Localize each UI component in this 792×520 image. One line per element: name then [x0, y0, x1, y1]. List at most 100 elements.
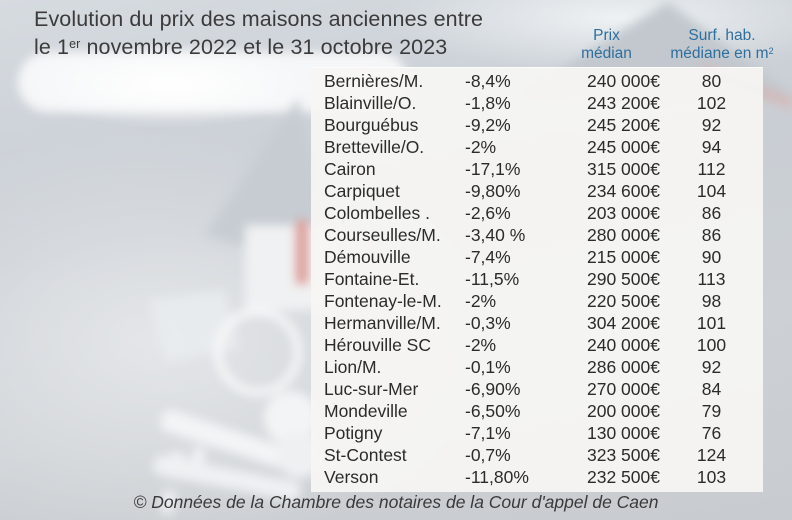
- town-cell: Bourguébus: [324, 114, 419, 135]
- town-cell: Courseulles/M.: [324, 224, 441, 245]
- price-cell: 245 200€: [587, 114, 660, 135]
- table-row: Démouville -7,4% 215 000€ 90: [311, 246, 763, 268]
- table-row: Bernières/M. -8,4% 240 000€ 80: [311, 70, 763, 92]
- change-cell: -11,5%: [465, 268, 520, 289]
- town-cell: Cairon: [324, 158, 376, 179]
- town-cell: St-Contest: [324, 445, 407, 466]
- surface-cell: 76: [701, 423, 722, 444]
- price-cell: 323 500€: [587, 445, 660, 466]
- town-cell: Fontenay-le-M.: [324, 290, 442, 311]
- table-row: Lion/M. -0,1% 286 000€ 92: [311, 357, 763, 379]
- town-cell: Blainville/O.: [324, 92, 417, 113]
- price-table: Bernières/M. -8,4% 240 000€ 80 Blainville/O.…: [311, 67, 763, 492]
- change-cell: -0,7%: [465, 445, 511, 466]
- surface-cell: 113: [697, 268, 726, 289]
- price-cell: 232 500€: [587, 467, 660, 488]
- price-cell: 280 000€: [587, 224, 660, 245]
- table-row: Blainville/O. -1,8% 243 200€ 102: [311, 92, 763, 114]
- change-cell: -17,1%: [465, 158, 521, 179]
- price-cell: 240 000€: [587, 335, 660, 356]
- change-cell: -6,90%: [465, 379, 521, 400]
- keys-illustration: [148, 290, 323, 516]
- town-cell: Bernières/M.: [324, 70, 424, 91]
- price-cell: 243 200€: [587, 92, 660, 113]
- town-cell: Lion/M.: [324, 357, 382, 378]
- price-cell: 245 000€: [587, 136, 660, 157]
- town-cell: Verson: [324, 467, 379, 488]
- surface-cell: 86: [701, 202, 722, 223]
- town-cell: Hérouville SC: [324, 335, 431, 356]
- town-cell: Colombelles .: [324, 202, 431, 223]
- surface-cell: 94: [701, 136, 722, 157]
- surface-cell: 101: [696, 313, 727, 334]
- change-cell: -0,1%: [465, 357, 511, 378]
- change-cell: -2,6%: [465, 202, 511, 223]
- surface-cell: 80: [701, 70, 722, 91]
- price-cell: 286 000€: [587, 357, 660, 378]
- change-cell: -1,8%: [465, 92, 511, 113]
- price-cell: 215 000€: [587, 246, 660, 267]
- town-cell: Carpiquet: [324, 180, 400, 201]
- surface-cell: 104: [696, 180, 727, 201]
- change-cell: -2%: [465, 290, 497, 311]
- surface-cell: 103: [696, 467, 727, 488]
- surface-cell: 102: [696, 92, 727, 113]
- price-cell: 304 200€: [587, 313, 660, 334]
- change-cell: -8,4%: [465, 70, 511, 91]
- column-header-price-median: Prix médian: [581, 27, 632, 62]
- town-cell: Démouville: [324, 246, 411, 267]
- title-line-1: Evolution du prix des maisons anciennes …: [34, 7, 484, 31]
- town-cell: Hermanville/M.: [324, 313, 441, 334]
- town-cell: Bretteville/O.: [324, 136, 425, 157]
- surface-cell: 124: [696, 445, 727, 466]
- town-cell: Fontaine-Et.: [324, 268, 420, 289]
- change-cell: -3,40 %: [465, 224, 526, 245]
- table-row: Cairon -17,1% 315 000€ 112: [311, 158, 763, 180]
- table-row: Courseulles/M. -3,40 % 280 000€ 86: [311, 224, 763, 246]
- change-cell: -6,50%: [465, 401, 521, 422]
- table-row: Hérouville SC -2% 240 000€ 100: [311, 335, 763, 357]
- column-header-surface: Surf. hab. médiane en m2: [670, 27, 774, 62]
- change-cell: -0,3%: [465, 313, 511, 334]
- table-row: Bourguébus -9,2% 245 200€ 92: [311, 114, 763, 136]
- surface-cell: 112: [697, 158, 726, 179]
- table-row: Fontaine-Et. -11,5% 290 500€ 113: [311, 268, 763, 290]
- change-cell: -2%: [465, 335, 497, 356]
- surface-cell: 90: [701, 246, 722, 267]
- table-row: St-Contest -0,7% 323 500€ 124: [311, 445, 763, 467]
- table-row: Mondeville -6,50% 200 000€ 79: [311, 401, 763, 423]
- price-cell: 200 000€: [587, 401, 660, 422]
- price-cell: 290 500€: [587, 268, 660, 289]
- table-row: Verson -11,80% 232 500€ 103: [311, 467, 763, 489]
- surface-cell: 79: [701, 401, 722, 422]
- title-line-2: le 1er novembre 2022 et le 31 octobre 20…: [34, 34, 448, 59]
- change-cell: -9,80%: [465, 180, 521, 201]
- price-cell: 203 000€: [587, 202, 660, 223]
- change-cell: -7,4%: [465, 246, 511, 267]
- table-row: Hermanville/M. -0,3% 304 200€ 101: [311, 313, 763, 335]
- credit-line: © Données de la Chambre des notaires de …: [133, 492, 659, 512]
- price-cell: 234 600€: [587, 180, 660, 201]
- price-cell: 270 000€: [587, 379, 660, 400]
- surface-cell: 92: [701, 357, 722, 378]
- change-cell: -11,80%: [465, 467, 529, 488]
- table-row: Luc-sur-Mer -6,90% 270 000€ 84: [311, 379, 763, 401]
- surface-cell: 100: [696, 335, 727, 356]
- table-row: Bretteville/O. -2% 245 000€ 94: [311, 136, 763, 158]
- town-cell: Luc-sur-Mer: [324, 379, 419, 400]
- page-title: Evolution du prix des maisons anciennes …: [34, 6, 483, 64]
- price-cell: 240 000€: [587, 70, 660, 91]
- change-cell: -9,2%: [465, 114, 511, 135]
- table-row: Potigny -7,1% 130 000€ 76: [311, 423, 763, 445]
- surface-cell: 98: [701, 290, 722, 311]
- table-row: Fontenay-le-M. -2% 220 500€ 98: [311, 290, 763, 312]
- table-row: Colombelles . -2,6% 203 000€ 86: [311, 202, 763, 224]
- change-cell: -7,1%: [465, 423, 511, 444]
- surface-cell: 86: [701, 224, 722, 245]
- background-highlight: [18, 52, 408, 112]
- change-cell: -2%: [465, 136, 497, 157]
- price-cell: 130 000€: [587, 423, 660, 444]
- price-cell: 315 000€: [587, 158, 660, 179]
- surface-cell: 92: [701, 114, 722, 135]
